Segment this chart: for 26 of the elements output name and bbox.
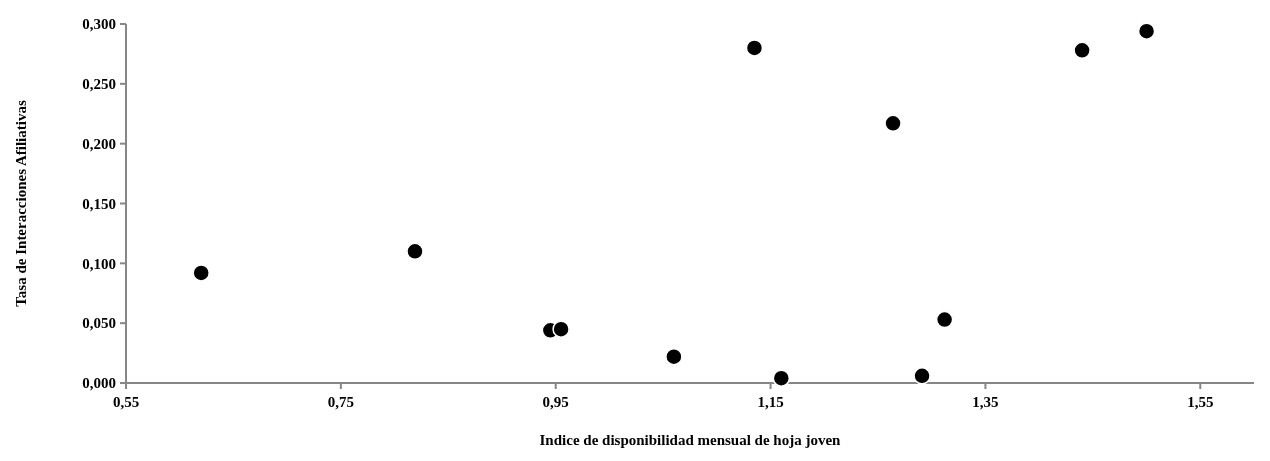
point — [913, 367, 931, 385]
x-tick-label: 0,55 — [112, 394, 140, 410]
y-tick-label: 0,050 — [82, 315, 116, 332]
y-tick-label: 0,000 — [82, 375, 116, 392]
y-tick-label: 0,200 — [82, 135, 116, 152]
point — [406, 242, 424, 261]
point — [935, 310, 954, 329]
y-tick-label: 0,150 — [82, 195, 116, 212]
y-tick-label: 0,100 — [82, 255, 116, 272]
y-tick-label: 0,250 — [82, 76, 116, 93]
y-axis-title: Tasa de Interacciones Afiliativas — [13, 100, 29, 307]
point — [772, 369, 791, 387]
y-tick-label: 0,300 — [82, 16, 116, 33]
point — [552, 320, 570, 338]
x-tick-label: 1,15 — [757, 394, 784, 410]
x-tick-label: 0,95 — [542, 394, 569, 410]
x-axis-title: Indice de disponibilidad mensual de hoja joven — [539, 432, 842, 448]
x-tick-label: 1,35 — [972, 394, 999, 410]
x-tick-label: 0,75 — [327, 394, 354, 410]
point — [1073, 41, 1091, 60]
x-tick-label: 1,55 — [1187, 394, 1214, 410]
point — [192, 264, 210, 282]
point — [884, 114, 902, 133]
point — [745, 39, 764, 57]
point — [1137, 22, 1156, 40]
point — [665, 347, 683, 366]
